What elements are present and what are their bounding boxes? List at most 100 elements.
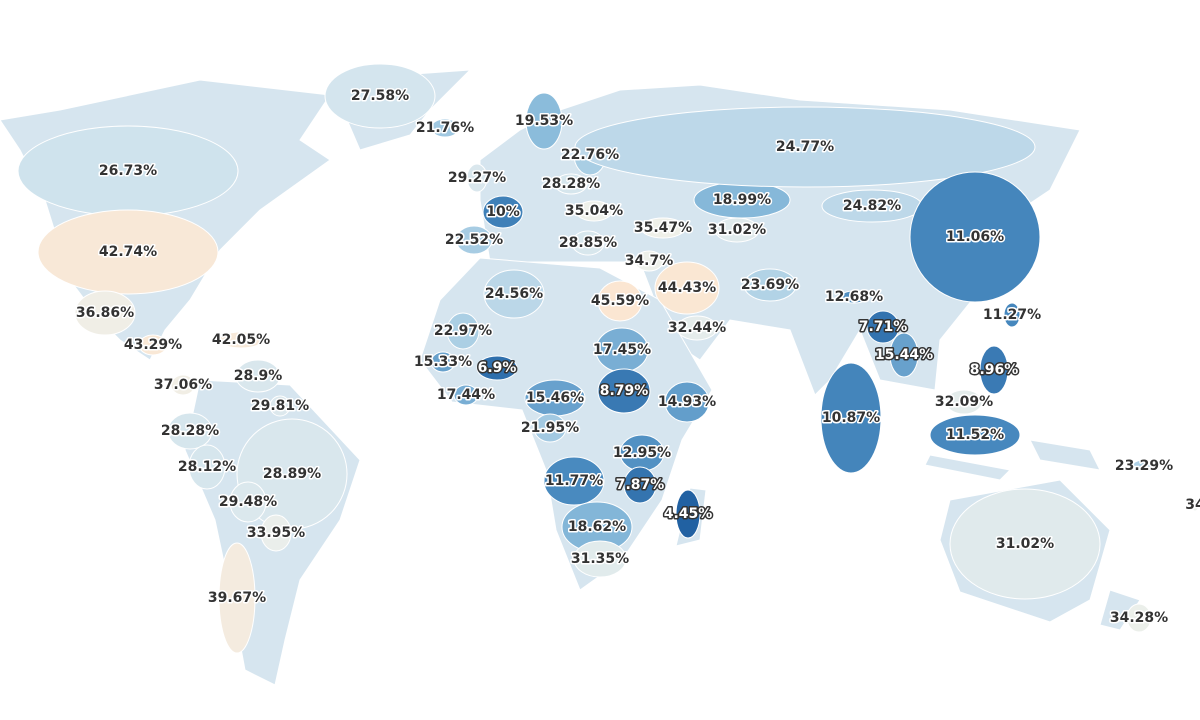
value-label: 45.59% xyxy=(591,293,649,309)
value-label: 28.28% xyxy=(542,176,600,192)
value-label: 22.76% xyxy=(561,147,619,163)
country-region xyxy=(525,92,563,150)
labels: 27.58% 21.76% 26.73% 42.74% 36.86% 43.29% 42.0… xyxy=(74,87,1200,628)
value-label: 8.96% xyxy=(970,362,1019,378)
value-label: 39.67% xyxy=(208,590,266,606)
value-label: 42.05% xyxy=(212,332,270,348)
value-label: 14.93% xyxy=(658,394,716,410)
value-label: 6.9% xyxy=(478,360,517,376)
country-region xyxy=(74,290,136,336)
country-region xyxy=(170,374,196,396)
value-label: 7.71% xyxy=(859,319,908,335)
country-region xyxy=(675,489,701,539)
islands xyxy=(924,439,1141,631)
value-label: 19.53% xyxy=(515,113,573,129)
country-region xyxy=(260,514,292,552)
value-label: 7.87% xyxy=(616,477,665,493)
value-label: 34.7% xyxy=(625,253,674,269)
country-region xyxy=(889,332,919,378)
country-region xyxy=(664,381,710,423)
value-label: 10% xyxy=(486,204,520,220)
country-region xyxy=(929,414,1021,456)
country-region xyxy=(533,413,567,443)
value-label: 43.29% xyxy=(124,337,182,353)
country-region xyxy=(820,362,882,474)
value-label: 29.81% xyxy=(251,398,309,414)
value-label: 17.45% xyxy=(593,342,651,358)
country-region xyxy=(446,312,480,350)
value-label: 28.85% xyxy=(559,235,617,251)
country-region xyxy=(866,310,900,344)
value-label: 29.48% xyxy=(219,494,277,510)
value-label: 11.27% xyxy=(983,307,1041,323)
value-label: 44.43% xyxy=(658,280,716,296)
value-label: 17.44% xyxy=(437,387,495,403)
value-label: 24.82% xyxy=(843,198,901,214)
country-region xyxy=(676,315,718,341)
value-label: 35.47% xyxy=(634,220,692,236)
value-label: 33.95% xyxy=(247,525,305,541)
value-label: 24.56% xyxy=(485,286,543,302)
country-region xyxy=(575,200,613,222)
country-region xyxy=(229,481,267,523)
country-region xyxy=(269,395,291,417)
value-label: 31.35% xyxy=(571,551,629,567)
value-label: 32.09% xyxy=(935,394,993,410)
country-region xyxy=(839,290,869,304)
country-region xyxy=(324,63,436,129)
country-region xyxy=(138,334,168,356)
value-label: 21.76% xyxy=(416,120,474,136)
country-region xyxy=(623,466,657,504)
value-label: 11.06% xyxy=(946,229,1004,245)
value-label: 15.46% xyxy=(526,390,584,406)
country-region xyxy=(1131,459,1157,473)
value-label: 37.06% xyxy=(154,377,212,393)
country-region xyxy=(640,217,686,239)
value-label: 28.89% xyxy=(263,466,321,482)
value-label: 11.52% xyxy=(946,427,1004,443)
country-region xyxy=(945,389,983,415)
value-label: 35.04% xyxy=(565,203,623,219)
country-region xyxy=(979,345,1009,395)
value-label: 18.62% xyxy=(568,519,626,535)
country-region xyxy=(743,268,797,302)
value-label: 12.68% xyxy=(825,289,883,305)
value-label: 28.9% xyxy=(234,368,283,384)
country-region xyxy=(654,261,720,315)
value-label: 26.73% xyxy=(99,163,157,179)
value-label: 23.29% xyxy=(1115,458,1173,474)
country-region xyxy=(1190,498,1200,512)
country-region xyxy=(634,250,664,272)
value-label: 32.44% xyxy=(668,320,726,336)
country-region xyxy=(597,280,643,322)
country-region xyxy=(430,351,456,373)
value-label: 18.99% xyxy=(713,192,771,208)
country-region xyxy=(453,384,479,406)
country-region xyxy=(574,106,1036,188)
country-region xyxy=(597,368,651,414)
value-label: 31.02% xyxy=(708,222,766,238)
country-region xyxy=(909,171,1041,303)
country-region xyxy=(218,331,264,349)
value-label: 23.69% xyxy=(741,277,799,293)
value-label: 34.28% xyxy=(1110,610,1168,626)
value-label: 28.12% xyxy=(178,459,236,475)
country-region xyxy=(1003,302,1021,328)
regions xyxy=(17,63,1200,654)
country-region xyxy=(571,230,605,256)
country-region xyxy=(167,412,213,450)
value-label: 10.87% xyxy=(822,410,880,426)
value-label: 12.95% xyxy=(613,445,671,461)
country-region xyxy=(235,359,281,393)
value-label: 42.74% xyxy=(99,244,157,260)
country-region xyxy=(949,488,1101,600)
value-label: 4.45% xyxy=(664,506,713,522)
country-region xyxy=(1126,603,1152,633)
country-region xyxy=(543,456,605,506)
country-region xyxy=(455,225,493,255)
country-region xyxy=(466,163,488,193)
value-label: 29.27% xyxy=(448,170,506,186)
country-region xyxy=(554,173,588,195)
country-region xyxy=(573,540,627,578)
